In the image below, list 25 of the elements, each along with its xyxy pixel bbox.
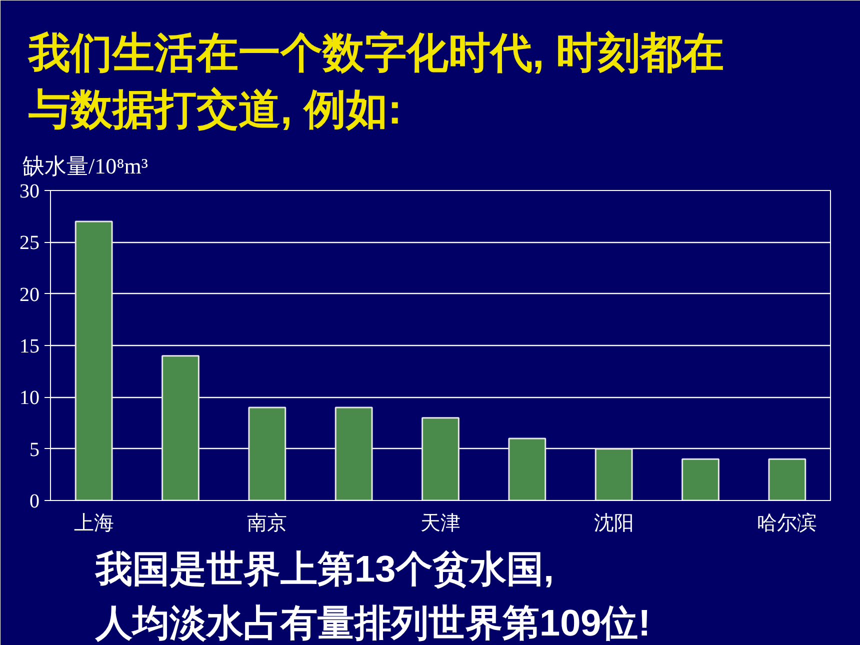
x-tick-label: 沈阳 xyxy=(594,512,634,534)
bar xyxy=(682,458,720,500)
y-tick-label: 0 xyxy=(30,490,40,512)
y-tick-label: 5 xyxy=(30,438,40,461)
y-tick-label: 15 xyxy=(20,336,40,358)
x-tick-label: 上海 xyxy=(74,512,114,534)
text: 我国是世界上第13个贫水国, xyxy=(94,548,554,590)
y-axis-title: 缺水量/10⁸m³ xyxy=(22,154,148,178)
bar xyxy=(594,448,633,500)
x-tick-label: 南京 xyxy=(247,512,288,534)
chart-title: 我们生活在一个数字化时代, 时刻都在与数据打交道, 例如: xyxy=(28,29,724,132)
y-tick-label: 30 xyxy=(20,180,40,202)
x-tick-label: 天津 xyxy=(420,512,460,534)
y-tick-label: 10 xyxy=(20,387,40,410)
y-tick-label: 20 xyxy=(20,284,40,306)
bar xyxy=(508,438,546,500)
bar xyxy=(334,406,373,500)
text: 人均淡水占有量排列世界第109位! xyxy=(94,602,651,644)
bar xyxy=(74,220,113,500)
x-tick-label: 哈尔滨 xyxy=(757,512,818,534)
bar xyxy=(162,355,200,500)
bar xyxy=(768,458,806,500)
bar xyxy=(422,417,460,500)
y-tick-label: 25 xyxy=(20,232,40,254)
bar xyxy=(248,406,286,500)
